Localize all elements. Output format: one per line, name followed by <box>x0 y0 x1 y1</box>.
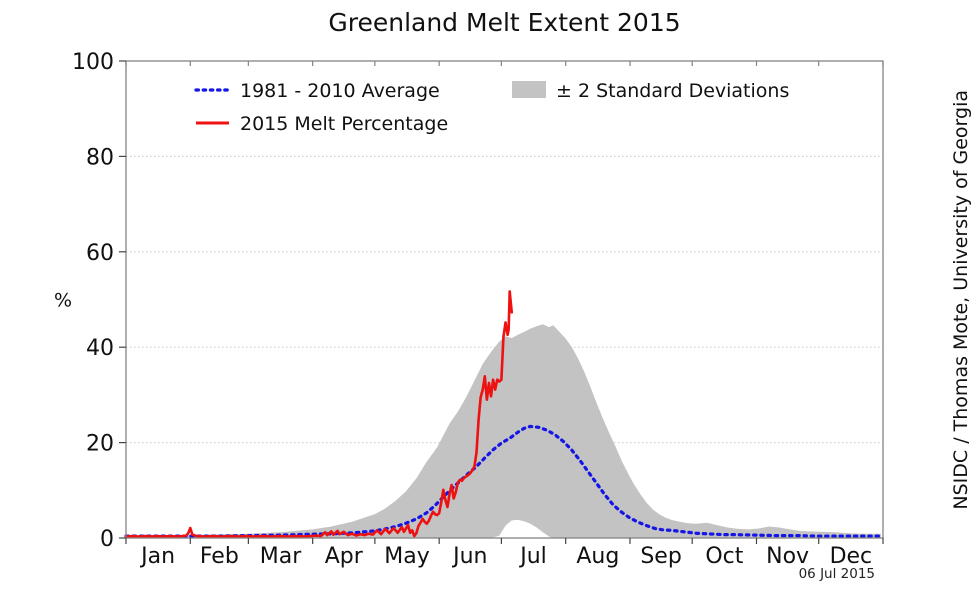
y-tick-label: 40 <box>86 336 114 361</box>
average-line <box>124 424 883 538</box>
month-label: Mar <box>260 544 302 569</box>
month-label: Apr <box>325 544 364 569</box>
y-tick-label: 0 <box>100 527 114 552</box>
y-tick-label: 60 <box>86 241 114 266</box>
legend-average-label: 1981 - 2010 Average <box>240 80 440 102</box>
date-stamp: 06 Jul 2015 <box>798 566 875 582</box>
y-tick-label: 80 <box>86 145 114 170</box>
month-label: May <box>384 544 429 569</box>
melt-line <box>124 290 514 538</box>
month-label: Aug <box>576 544 619 569</box>
month-label: Feb <box>200 544 239 569</box>
month-label: Dec <box>830 544 873 569</box>
y-tick-label: 100 <box>72 50 114 75</box>
month-label: Sep <box>640 544 681 569</box>
chart-title: Greenland Melt Extent 2015 <box>328 8 681 37</box>
legend-band-label: ± 2 Standard Deviations <box>556 80 789 102</box>
month-label: Oct <box>705 544 743 569</box>
month-label: Jan <box>139 544 175 569</box>
month-label: Jun <box>451 544 487 569</box>
std-dev-band <box>126 324 881 538</box>
credit-text: NSIDC / Thomas Mote, University of Georg… <box>950 89 972 510</box>
legend-band-swatch <box>512 81 546 98</box>
y-axis-label: % <box>54 290 72 312</box>
y-tick-label: 20 <box>86 432 114 457</box>
plot-frame <box>125 60 884 539</box>
credit-line: NSIDC / Thomas Mote, University of Georg… <box>942 0 980 599</box>
month-label: Nov <box>766 544 809 569</box>
legend-melt-label: 2015 Melt Percentage <box>240 113 448 135</box>
month-label: Jul <box>518 544 547 569</box>
